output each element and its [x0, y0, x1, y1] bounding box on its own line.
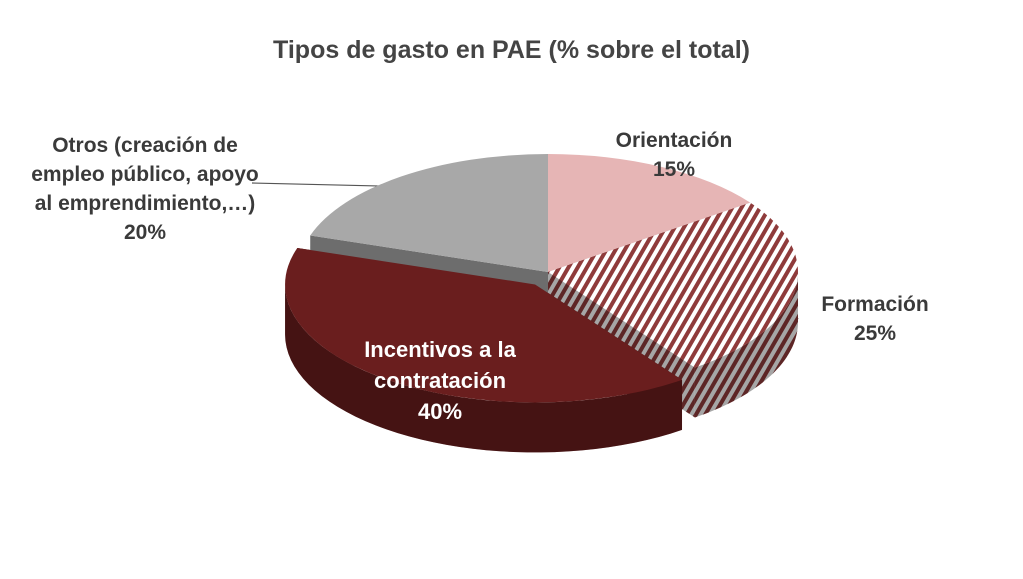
category-label: Formación	[821, 293, 929, 316]
slice-label: Otros (creación de empleo público, apoyo…	[20, 131, 270, 247]
slice-label: Incentivos a la contratación 40%	[335, 334, 545, 427]
category-label: Incentivos a la contratación	[364, 337, 516, 393]
slice	[548, 154, 751, 272]
slice	[310, 154, 548, 272]
slice-side-shade	[285, 284, 683, 453]
value-label: 25%	[853, 322, 897, 345]
slice	[285, 247, 683, 403]
tops	[285, 154, 798, 403]
value-label: 40%	[417, 399, 463, 424]
category-label: Orientación	[615, 129, 733, 152]
category-label: Otros (creación de empleo público, apoyo…	[31, 134, 259, 215]
slice-side-shade	[694, 272, 798, 418]
value-label: 20%	[123, 221, 167, 244]
slice-label: Orientación 15%	[616, 126, 733, 184]
slice-label: Formación 25%	[821, 290, 928, 348]
value-label: 15%	[652, 158, 696, 181]
slice-side	[694, 272, 798, 418]
slice	[548, 202, 798, 368]
chart-title: Tipos de gasto en PAE (% sobre el total)	[273, 36, 750, 64]
slice-side	[285, 284, 683, 453]
